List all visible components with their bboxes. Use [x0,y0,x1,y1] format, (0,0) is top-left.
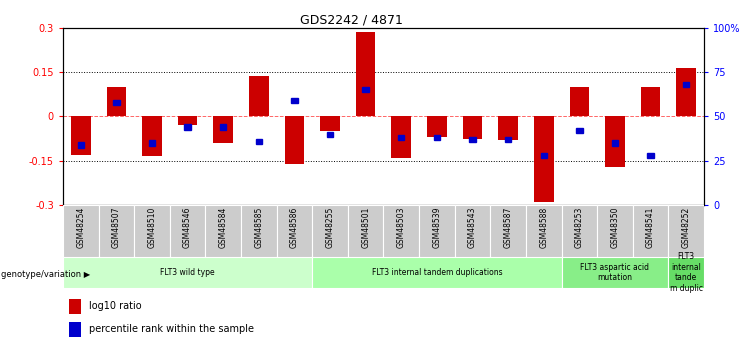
Text: GSM48587: GSM48587 [504,207,513,248]
Bar [170,205,205,257]
Text: FLT3 wild type: FLT3 wild type [160,268,215,277]
Bar [285,116,305,164]
Bar [99,205,134,257]
Bar [142,116,162,156]
Bar [427,116,447,137]
Bar [540,153,547,158]
Bar [668,205,704,257]
Bar [562,257,668,288]
Bar [469,137,476,142]
Bar [276,205,312,257]
Bar [178,116,197,125]
Text: GSM48350: GSM48350 [611,207,619,248]
Bar [576,128,582,133]
Bar [312,257,562,288]
Text: GSM48503: GSM48503 [396,207,406,248]
Bar [63,205,99,257]
Text: GSM48586: GSM48586 [290,207,299,248]
Bar [113,100,119,105]
Text: genotype/variation ▶: genotype/variation ▶ [1,270,90,279]
Bar [149,140,155,146]
Bar [677,68,696,116]
Text: GSM48539: GSM48539 [433,207,442,248]
Bar [220,125,227,130]
Bar [70,322,81,337]
Text: GSM48584: GSM48584 [219,207,227,248]
Text: GSM48253: GSM48253 [575,207,584,248]
Bar [597,205,633,257]
Bar [455,205,491,257]
Bar [213,116,233,143]
Bar [348,205,384,257]
Bar [383,205,419,257]
Bar [362,87,369,92]
Text: GSM48252: GSM48252 [682,207,691,248]
Bar [605,116,625,167]
Bar [648,153,654,158]
Bar [419,205,455,257]
Text: GSM48510: GSM48510 [147,207,156,248]
Bar [107,87,126,116]
Bar [320,116,340,131]
Bar [71,116,90,155]
Bar [356,32,376,116]
Title: GDS2242 / 4871: GDS2242 / 4871 [300,13,403,27]
Text: FLT3
internal
tande
m duplic: FLT3 internal tande m duplic [670,253,702,293]
Bar [641,87,660,116]
Bar [398,135,405,140]
Bar [433,135,440,140]
Bar [205,205,241,257]
Bar [249,77,269,116]
Text: GSM48585: GSM48585 [254,207,263,248]
Text: percentile rank within the sample: percentile rank within the sample [89,325,253,335]
Bar [683,82,689,87]
Bar [462,116,482,139]
Text: FLT3 internal tandem duplications: FLT3 internal tandem duplications [371,268,502,277]
Bar [291,98,298,103]
Bar [327,131,333,137]
Bar [312,205,348,257]
Bar [185,125,191,130]
Text: GSM48543: GSM48543 [468,207,477,248]
Bar [562,205,597,257]
Bar [505,137,511,142]
Bar [612,140,618,146]
Bar [491,205,526,257]
Bar [78,142,84,148]
Bar [256,139,262,144]
Text: GSM48588: GSM48588 [539,207,548,248]
Bar [534,116,554,202]
Bar [526,205,562,257]
Text: GSM48501: GSM48501 [361,207,370,248]
Bar [633,205,668,257]
Bar [63,257,312,288]
Text: GSM48546: GSM48546 [183,207,192,248]
Text: FLT3 aspartic acid
mutation: FLT3 aspartic acid mutation [580,263,649,282]
Bar [134,205,170,257]
Bar [391,116,411,158]
Text: GSM48541: GSM48541 [646,207,655,248]
Text: GSM48255: GSM48255 [325,207,334,248]
Bar [668,257,704,288]
Text: GSM48254: GSM48254 [76,207,85,248]
Bar [241,205,276,257]
Bar [70,299,81,314]
Text: GSM48507: GSM48507 [112,207,121,248]
Text: log10 ratio: log10 ratio [89,302,142,312]
Bar [570,87,589,116]
Bar [498,116,518,140]
